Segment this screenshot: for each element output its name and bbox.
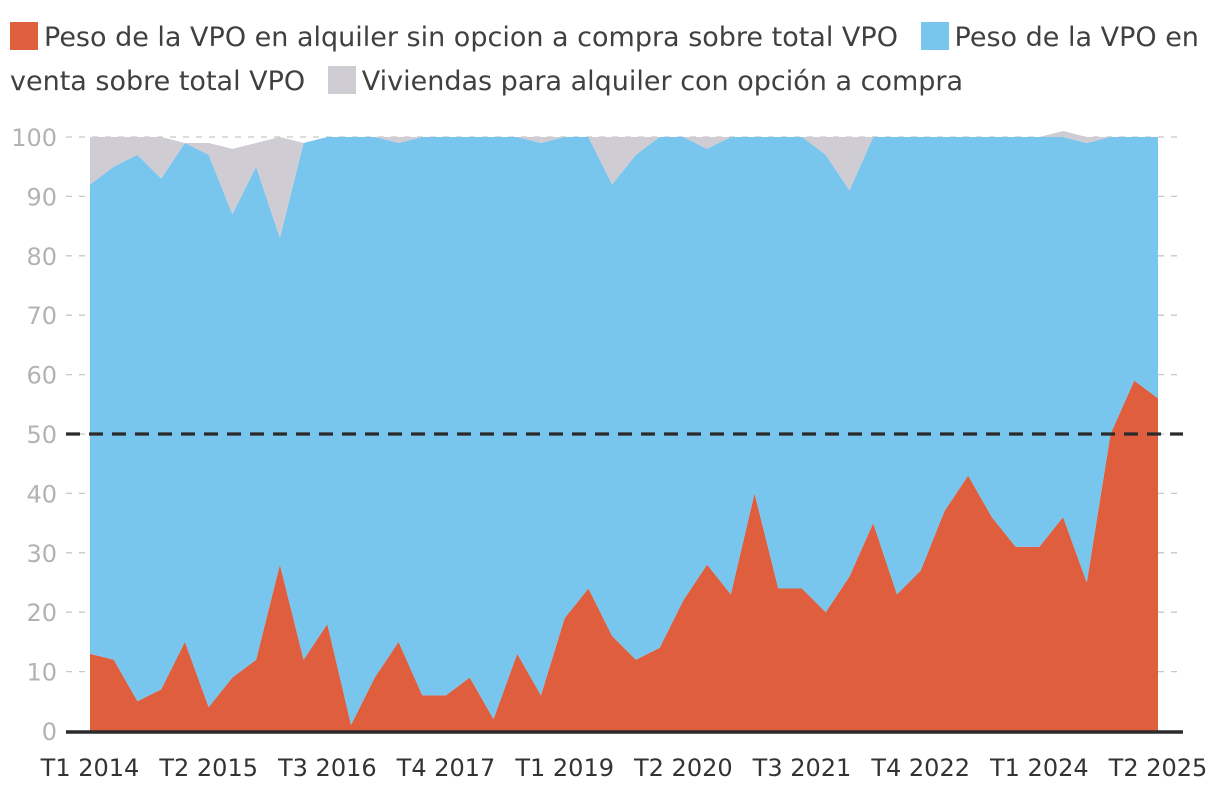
x-tick-label: T1 2024	[989, 754, 1089, 782]
y-tick-label: 0	[42, 718, 57, 746]
legend-label-alquiler: Peso de la VPO en alquiler sin opcion a …	[44, 22, 898, 53]
legend-swatch-opcion-compra	[327, 66, 356, 94]
area-venta	[90, 137, 1158, 726]
x-tick-label: T2 2025	[1108, 754, 1208, 782]
legend-swatch-venta	[920, 22, 949, 50]
x-tick-label: T1 2019	[514, 754, 614, 782]
x-tick-label: T4 2017	[396, 754, 496, 782]
y-tick-label: 30	[26, 540, 57, 568]
y-tick-label: 90	[26, 183, 57, 211]
legend-label-venta: Peso de la VPO en venta sobre total VPO	[10, 22, 1199, 97]
legend-item-venta: Peso de la VPO en venta sobre total VPO	[10, 22, 1199, 97]
y-tick-label: 20	[26, 599, 57, 627]
y-tick-label: 80	[26, 243, 57, 271]
x-tick-label: T3 2021	[752, 754, 852, 782]
x-tick-label: T1 2014	[40, 754, 140, 782]
legend: Peso de la VPO en alquiler sin opcion a …	[10, 16, 1215, 104]
area-opcion-compra	[90, 131, 1158, 238]
legend-item-opcion-compra: Viviendas para alquiler con opción a com…	[327, 66, 964, 97]
y-tick-label: 70	[26, 302, 57, 330]
x-tick-label: T2 2015	[158, 754, 258, 782]
area-alquiler	[90, 380, 1158, 731]
y-tick-label: 40	[26, 480, 57, 508]
x-tick-label: T3 2016	[277, 754, 377, 782]
y-tick-label: 50	[26, 421, 57, 449]
y-tick-label: 60	[26, 362, 57, 390]
x-tick-label: T4 2022	[870, 754, 970, 782]
y-tick-label: 10	[26, 659, 57, 687]
legend-item-alquiler: Peso de la VPO en alquiler sin opcion a …	[10, 22, 898, 53]
x-tick-label: T2 2020	[633, 754, 733, 782]
legend-swatch-alquiler	[10, 22, 38, 50]
y-tick-label: 100	[11, 124, 57, 152]
legend-label-opcion-compra: Viviendas para alquiler con opción a com…	[361, 66, 964, 97]
